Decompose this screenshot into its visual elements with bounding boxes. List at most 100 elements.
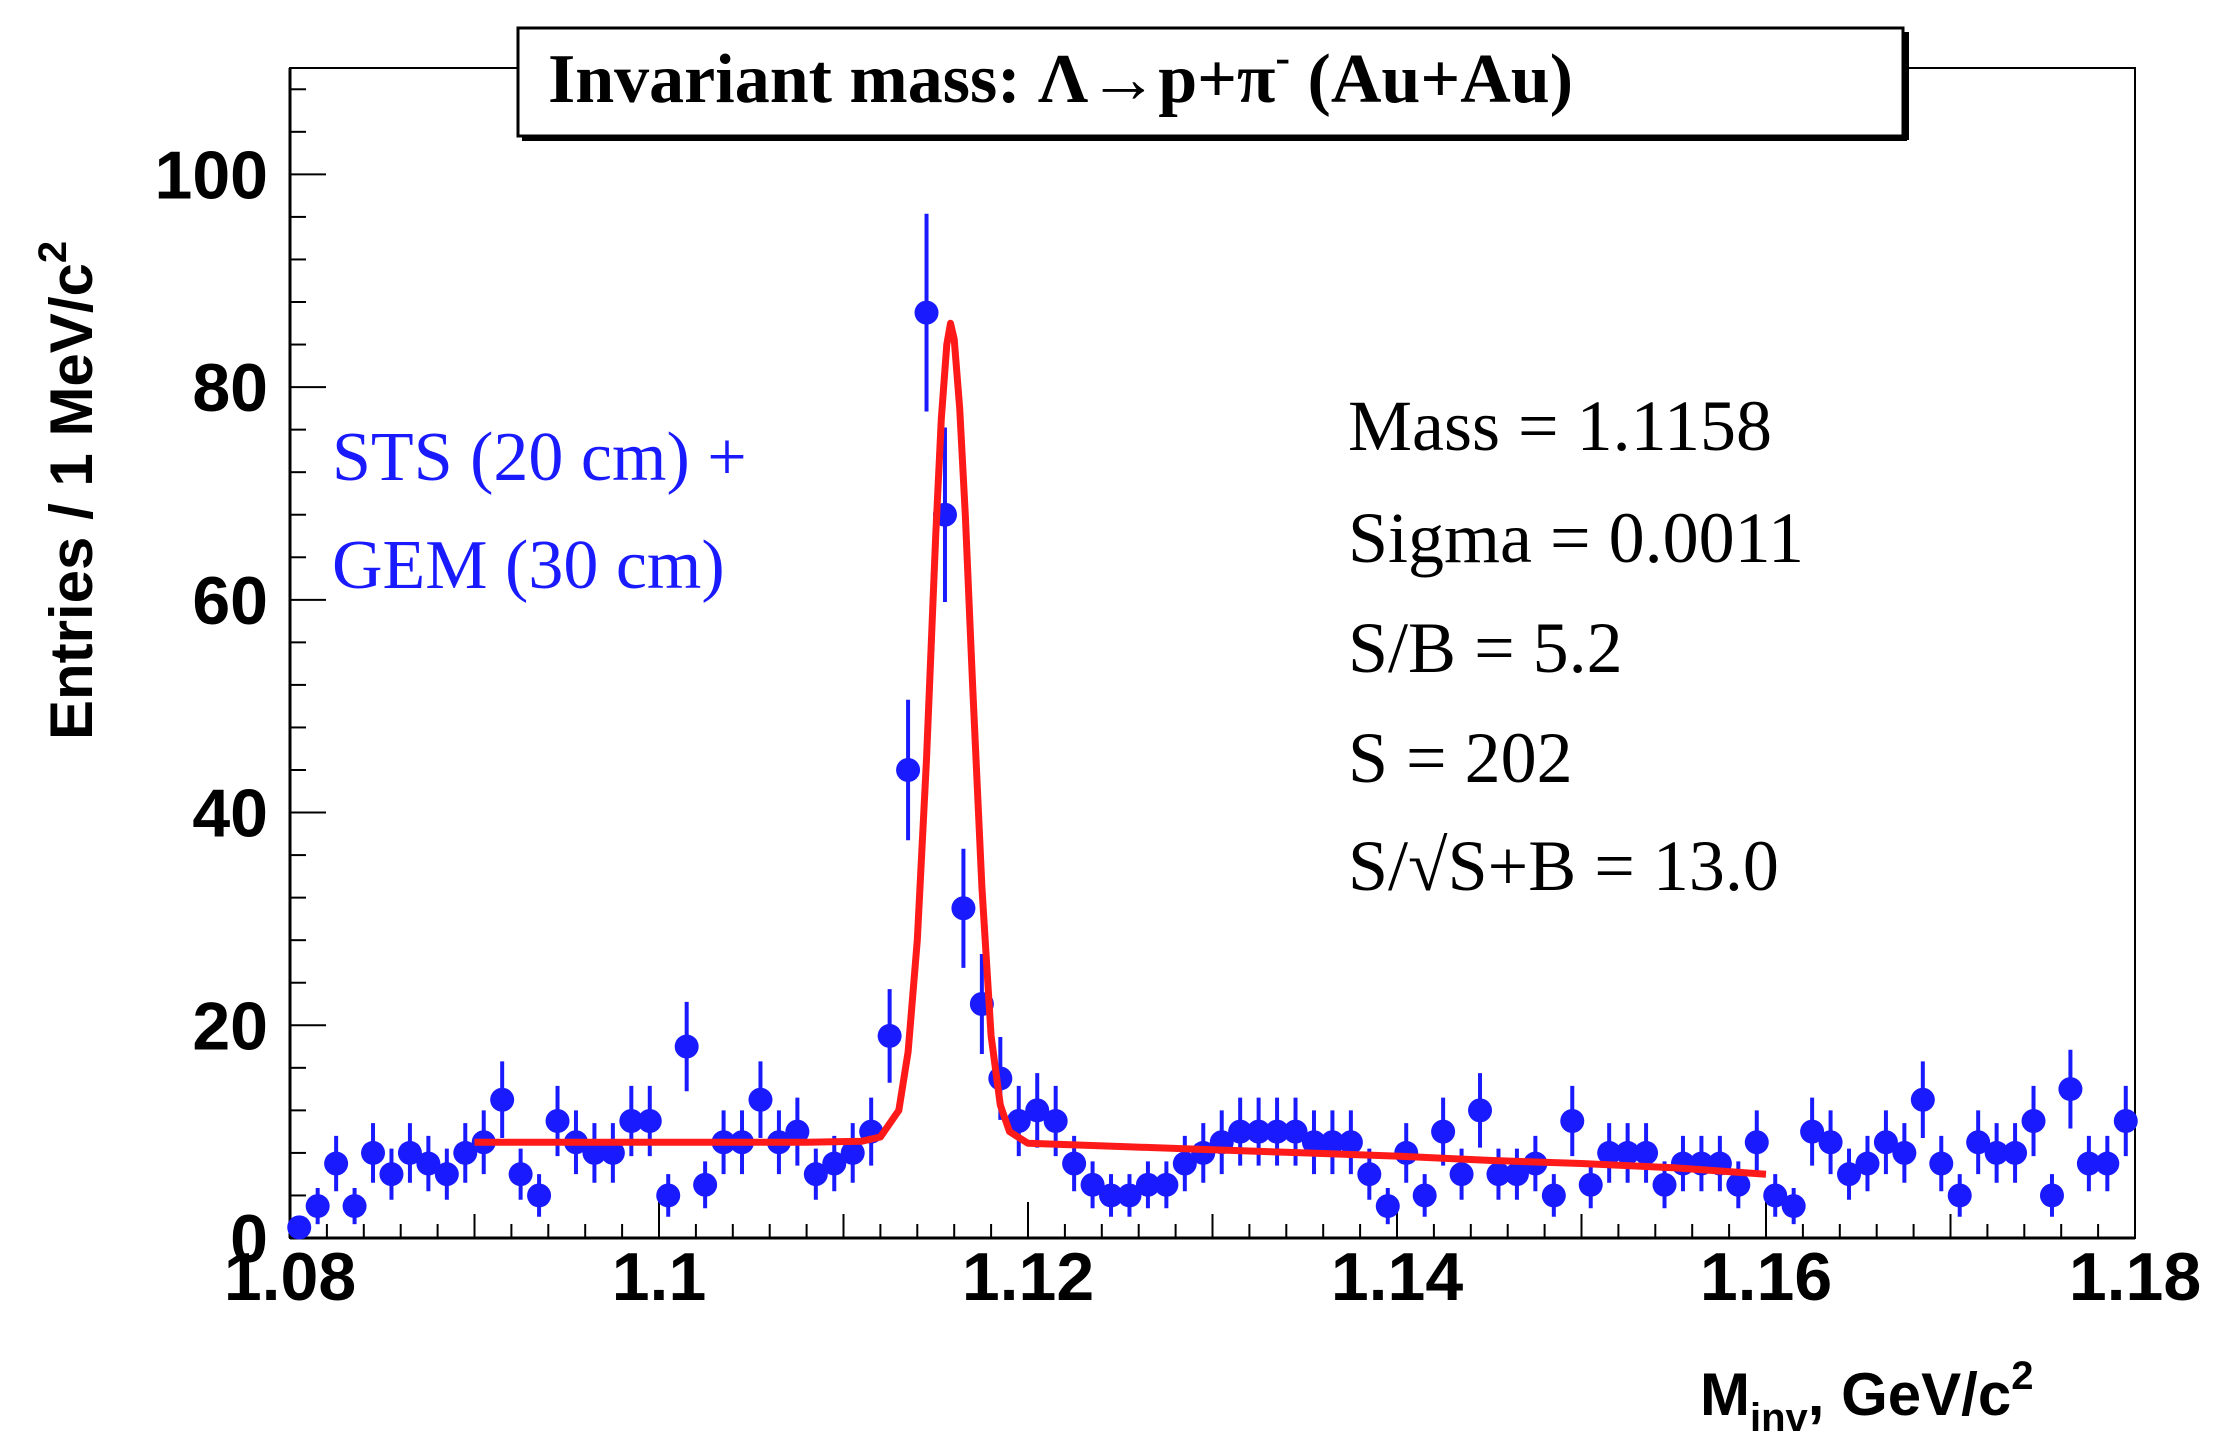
data-point xyxy=(840,1140,865,1165)
data-point xyxy=(1855,1151,1880,1176)
data-point xyxy=(1246,1119,1271,1144)
data-point xyxy=(1486,1162,1511,1187)
data-point xyxy=(914,300,939,325)
x-axis-ticks xyxy=(289,1202,2136,1238)
data-point xyxy=(600,1140,625,1165)
data-point xyxy=(1006,1109,1031,1133)
y-axis-title: Entries / 1 MeV/c2 xyxy=(31,241,105,740)
data-point xyxy=(397,1140,422,1165)
chart-title: Invariant mass: Λ→p+π- (Au+Au) xyxy=(548,33,1573,118)
data-point xyxy=(748,1087,773,1112)
data-point xyxy=(527,1183,552,1208)
data-point xyxy=(361,1140,386,1165)
detector-label-line-1: STS (20 cm) + xyxy=(332,419,747,496)
data-point xyxy=(656,1183,681,1208)
data-point xyxy=(582,1140,607,1165)
data-point xyxy=(1726,1172,1751,1197)
data-point xyxy=(1541,1183,1566,1208)
data-point xyxy=(342,1194,367,1219)
data-point xyxy=(1873,1130,1898,1155)
data-point xyxy=(877,1023,902,1048)
y-tick-label: 40 xyxy=(192,776,268,852)
data-point xyxy=(1818,1130,1843,1155)
x-tick-label: 1.14 xyxy=(1331,1239,1464,1315)
data-point xyxy=(1228,1119,1253,1144)
x-tick-label: 1.12 xyxy=(962,1239,1094,1315)
data-point xyxy=(1781,1194,1806,1219)
data-point xyxy=(2021,1109,2046,1133)
data-point xyxy=(1929,1151,1954,1176)
data-point xyxy=(1431,1119,1456,1144)
data-point xyxy=(1062,1151,1087,1176)
stat-mass: Mass = 1.1158 xyxy=(1348,386,1772,466)
data-point xyxy=(434,1162,459,1187)
data-point xyxy=(1412,1183,1437,1208)
data-point xyxy=(1966,1130,1991,1155)
data-point xyxy=(803,1162,828,1187)
stat-sigma: Sigma = 0.0011 xyxy=(1348,498,1804,578)
data-point xyxy=(1560,1109,1585,1133)
data-point xyxy=(1597,1140,1622,1165)
data-point xyxy=(1578,1172,1603,1197)
data-point xyxy=(619,1109,644,1133)
data-point xyxy=(2003,1140,2028,1165)
data-point xyxy=(1468,1098,1493,1123)
data-point xyxy=(545,1109,570,1133)
data-point xyxy=(1320,1130,1345,1155)
data-point xyxy=(1357,1162,1382,1187)
data-point xyxy=(896,758,921,782)
data-point xyxy=(2039,1183,2064,1208)
data-point xyxy=(674,1034,699,1059)
data-point xyxy=(693,1172,718,1197)
data-point xyxy=(287,1215,312,1240)
title-frame xyxy=(516,26,1905,138)
data-point xyxy=(1504,1162,1529,1187)
data-point xyxy=(1099,1183,1124,1208)
y-tick-label: 20 xyxy=(192,988,268,1064)
data-point xyxy=(1172,1151,1197,1176)
data-point xyxy=(2076,1151,2101,1176)
data-point xyxy=(1043,1109,1068,1133)
data-point xyxy=(1763,1183,1788,1208)
data-point xyxy=(1984,1140,2009,1165)
data-point xyxy=(2113,1109,2138,1133)
data-point xyxy=(416,1151,441,1176)
y-axis-ticks xyxy=(290,88,326,1239)
data-point xyxy=(1910,1087,1935,1112)
data-point xyxy=(1837,1162,1862,1187)
y-tick-label: 80 xyxy=(192,350,268,426)
data-point xyxy=(822,1151,847,1176)
data-point xyxy=(637,1109,662,1133)
data-point xyxy=(2058,1077,2083,1102)
data-point xyxy=(305,1194,330,1219)
y-tick-label: 0 xyxy=(230,1201,268,1277)
x-tick-label: 1.08 xyxy=(224,1239,356,1315)
data-point xyxy=(1338,1130,1363,1155)
y-tick-label: 60 xyxy=(192,563,268,639)
data-point xyxy=(1634,1140,1659,1165)
data-point xyxy=(1283,1119,1308,1144)
data-point xyxy=(1800,1119,1825,1144)
detector-label-line-2: GEM (30 cm) xyxy=(332,527,725,604)
data-point xyxy=(1449,1162,1474,1187)
x-axis-title: Minv, GeV/c2 xyxy=(1700,1354,2033,1440)
x-tick-labels: 1.08 1.1 1.12 1.14 1.16 1.18 xyxy=(224,1239,2201,1315)
fit-stats: Mass = 1.1158 Sigma = 0.0011 S/B = 5.2 S… xyxy=(1348,386,1804,906)
data-point xyxy=(1301,1130,1326,1155)
x-tick-label: 1.1 xyxy=(612,1239,707,1315)
data-point xyxy=(785,1119,810,1144)
data-point xyxy=(1615,1140,1640,1165)
data-point xyxy=(1744,1130,1769,1155)
stat-s-over-b: S/B = 5.2 xyxy=(1348,608,1623,688)
data-point xyxy=(508,1162,533,1187)
data-point xyxy=(1135,1172,1160,1197)
data-point xyxy=(1947,1183,1972,1208)
x-tick-label: 1.16 xyxy=(1700,1239,1832,1315)
y-tick-label: 100 xyxy=(155,137,268,213)
data-point xyxy=(1025,1098,1050,1123)
x-tick-label: 1.18 xyxy=(2069,1239,2201,1315)
y-tick-labels: 0 20 40 60 80 100 xyxy=(155,137,268,1277)
data-point xyxy=(324,1151,349,1176)
